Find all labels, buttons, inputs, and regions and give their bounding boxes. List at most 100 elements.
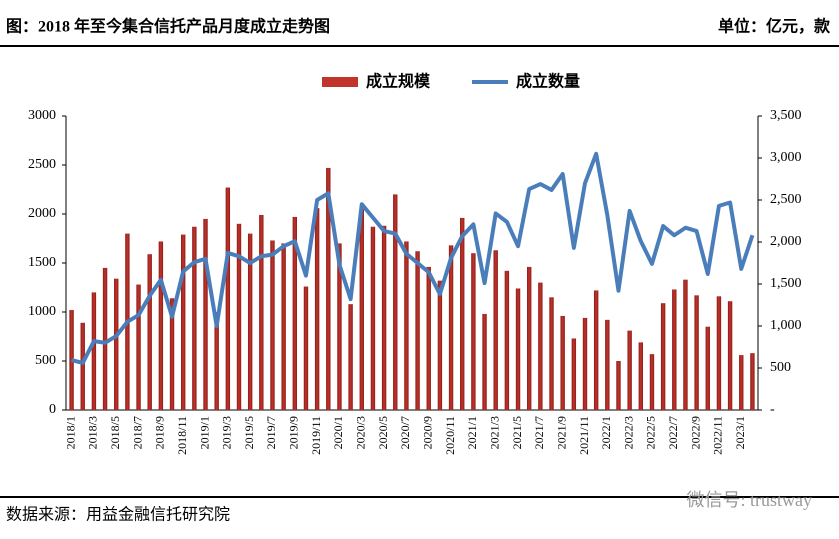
- bar: [169, 298, 175, 410]
- y2-tick-label: 2,500: [770, 192, 802, 207]
- bar: [538, 282, 543, 410]
- bar: [448, 245, 454, 410]
- x-tick-label: 2022/5: [644, 416, 658, 449]
- y2-tick-label: 3,000: [770, 150, 802, 165]
- x-tick-label: 2023/1: [733, 416, 747, 449]
- bar: [303, 286, 309, 410]
- x-tick-label: 2021/5: [510, 416, 524, 449]
- bar: [270, 240, 275, 410]
- x-tick-label: 2018/9: [153, 416, 167, 449]
- legend-label: 成立数量: [516, 72, 580, 91]
- bar: [426, 266, 431, 410]
- x-tick-label: 2019/3: [220, 416, 234, 449]
- bar: [225, 187, 231, 410]
- y-tick-label: 1000: [28, 304, 56, 319]
- bar: [605, 319, 610, 410]
- legend-swatch: [322, 77, 358, 87]
- y-tick-label: 3000: [28, 108, 56, 123]
- y-tick-label: 2000: [28, 206, 56, 221]
- x-tick-label: 2021/11: [577, 416, 591, 455]
- x-tick-label: 2019/5: [242, 416, 256, 449]
- x-tick-label: 2021/1: [465, 416, 479, 449]
- y2-tick-label: 500: [770, 360, 791, 375]
- line: [71, 151, 755, 365]
- y2-tick-label: 3,500: [770, 108, 802, 123]
- bar: [404, 241, 409, 410]
- bar: [292, 216, 298, 410]
- x-tick-label: 2020/1: [331, 416, 345, 449]
- bar: [259, 214, 264, 410]
- bar: [694, 295, 699, 410]
- x-tick-label: 2022/9: [688, 416, 702, 449]
- bar: [381, 225, 387, 410]
- bar: [515, 288, 521, 410]
- x-tick-label: 2022/11: [711, 416, 725, 455]
- bar: [326, 167, 331, 410]
- y-tick-label: 1500: [28, 255, 56, 270]
- y2-tick-label: 1,500: [770, 276, 802, 291]
- bar: [192, 226, 197, 410]
- bar: [147, 254, 152, 410]
- y-tick-label: 2500: [28, 157, 56, 172]
- bar: [683, 279, 688, 410]
- x-tick-label: 2020/5: [376, 416, 390, 449]
- bar: [582, 317, 588, 410]
- x-tick-label: 2019/1: [197, 416, 211, 449]
- bar: [348, 304, 353, 410]
- x-tick-label: 2018/7: [130, 416, 144, 449]
- x-tick-label: 2018/11: [175, 416, 189, 455]
- bar: [649, 354, 655, 410]
- watermark: 微信号: trustway: [687, 490, 813, 510]
- y2-tick-label: 1,000: [770, 318, 802, 333]
- bar: [526, 266, 532, 410]
- x-tick-label: 2020/11: [443, 416, 457, 455]
- x-tick-label: 2021/7: [532, 416, 546, 449]
- x-tick-label: 2020/3: [354, 416, 368, 449]
- bar: [180, 234, 186, 410]
- bar: [638, 342, 644, 410]
- bar: [370, 226, 376, 410]
- bar: [750, 353, 755, 410]
- bar: [549, 297, 554, 410]
- bar: [437, 280, 443, 410]
- bar: [102, 267, 108, 410]
- bar: [471, 253, 476, 410]
- x-tick-label: 2019/7: [264, 416, 278, 449]
- bar: [727, 301, 733, 410]
- x-tick-label: 2019/9: [287, 416, 301, 449]
- x-tick-label: 2018/5: [108, 416, 122, 449]
- x-tick-label: 2021/3: [487, 416, 501, 449]
- x-tick-label: 2018/3: [86, 416, 100, 449]
- bar: [493, 250, 498, 410]
- bar: [482, 313, 487, 410]
- x-tick-label: 2021/9: [554, 416, 568, 449]
- y2-tick-label: -: [770, 402, 775, 417]
- bar: [716, 296, 722, 410]
- bar: [415, 251, 420, 410]
- header-title: 图：2018 年至今集合信托产品月度成立走势图: [6, 17, 330, 36]
- y-tick-label: 500: [35, 353, 56, 368]
- bar: [314, 208, 320, 410]
- bar: [359, 207, 364, 410]
- x-tick-label: 2022/1: [599, 416, 613, 449]
- header-unit: 单位：亿元，款: [718, 17, 831, 36]
- x-tick-label: 2022/7: [666, 416, 680, 449]
- bar: [114, 278, 119, 410]
- bar: [739, 355, 744, 410]
- bar: [504, 270, 510, 410]
- bar: [393, 194, 398, 410]
- bar: [616, 361, 621, 410]
- bar: [80, 322, 85, 410]
- bar: [203, 218, 208, 410]
- bar: [627, 330, 632, 410]
- bar: [593, 290, 599, 410]
- bar: [136, 284, 141, 410]
- bar: [247, 233, 253, 410]
- footer-source: 数据来源：用益金融信托研究院: [6, 506, 230, 524]
- x-tick-label: 2019/11: [309, 416, 323, 455]
- bar: [158, 241, 164, 410]
- x-tick-label: 2020/9: [420, 416, 434, 449]
- bar: [460, 217, 465, 410]
- bar: [560, 315, 565, 410]
